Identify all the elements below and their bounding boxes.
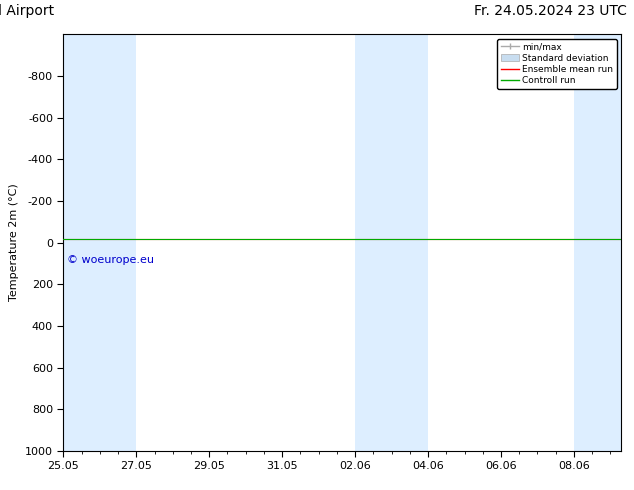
Text: CMC-ENS Time Series Auckland Airport: CMC-ENS Time Series Auckland Airport	[0, 3, 55, 18]
Y-axis label: Temperature 2m (°C): Temperature 2m (°C)	[10, 184, 20, 301]
Bar	[574, 34, 621, 451]
Text: Fr. 24.05.2024 23 UTC: Fr. 24.05.2024 23 UTC	[474, 3, 627, 18]
Bar	[355, 34, 428, 451]
Text: © woeurope.eu: © woeurope.eu	[67, 255, 154, 265]
Bar	[63, 34, 136, 451]
Title: CMC-ENS Time Series Auckland Airport      Fr. 24.05.2024 23 UTC: CMC-ENS Time Series Auckland Airport Fr.…	[0, 489, 1, 490]
Legend: min/max, Standard deviation, Ensemble mean run, Controll run: min/max, Standard deviation, Ensemble me…	[497, 39, 617, 89]
